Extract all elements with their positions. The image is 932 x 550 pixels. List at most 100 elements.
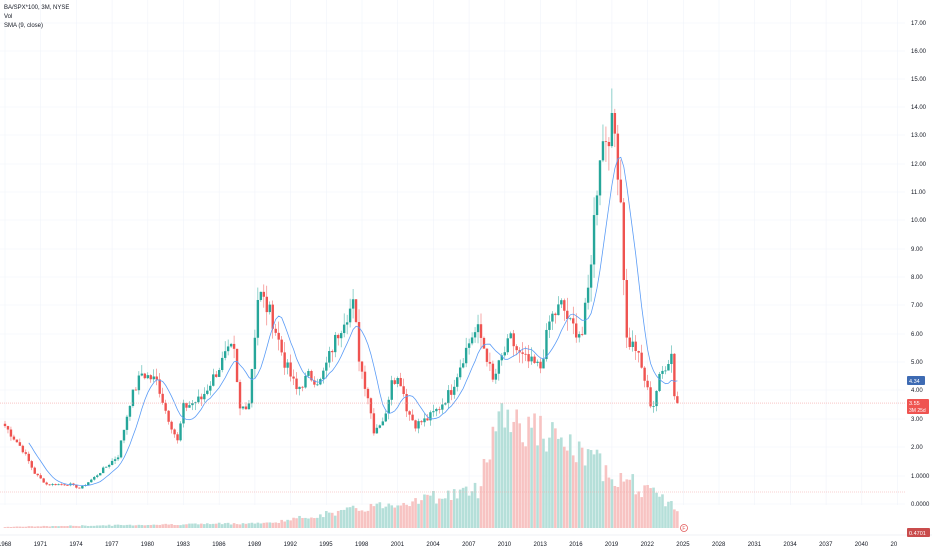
candle-body xyxy=(432,411,435,413)
volume-bar xyxy=(146,524,150,528)
earnings-event-marker[interactable]: F xyxy=(680,524,688,533)
volume-bar xyxy=(268,522,272,528)
volume-bar xyxy=(583,465,587,528)
candle-body xyxy=(155,376,158,380)
time-axis[interactable]: 1968 1971 1974 1977 1980 1983 1986 1989 1992 1995… xyxy=(0,534,932,548)
price-axis[interactable]: 0.0000 1.0000 2.00 3.00 4.00 5.00 6.00 7.00 8.00… xyxy=(911,21,930,508)
candle-body xyxy=(18,442,22,446)
candle-body xyxy=(170,421,173,430)
candle-body xyxy=(601,141,605,161)
y-tick-label: 5.00 xyxy=(911,360,923,366)
candle-body xyxy=(24,452,28,454)
candle-body xyxy=(229,343,233,347)
candle-body xyxy=(497,360,501,374)
candle-body xyxy=(366,388,370,399)
candle-body xyxy=(223,351,227,358)
volume-bar xyxy=(223,523,227,528)
volume-bar xyxy=(57,526,60,528)
candle-body xyxy=(259,291,263,300)
candle-body xyxy=(577,334,581,338)
candle-body xyxy=(536,361,539,363)
x-tick-label: 20 xyxy=(891,542,898,548)
volume-bar xyxy=(283,521,286,528)
volume-bar xyxy=(438,498,441,528)
candle-body xyxy=(551,313,554,322)
candle-body xyxy=(334,334,337,353)
candle-body xyxy=(176,434,179,441)
candle-body xyxy=(99,473,102,476)
candle-body xyxy=(521,352,524,354)
volume-bar xyxy=(420,500,423,528)
volume-bar xyxy=(613,485,617,528)
candle-body xyxy=(66,485,69,486)
candle-body xyxy=(289,362,292,377)
candle-body xyxy=(51,484,54,485)
candle-body xyxy=(96,475,99,477)
y-tick-label: 15.00 xyxy=(911,77,927,83)
volume-bar xyxy=(426,494,429,528)
candle-body xyxy=(271,304,274,329)
volume-bar xyxy=(646,485,649,528)
volume-bar xyxy=(164,523,167,528)
sma-legend[interactable]: SMA (9, close) xyxy=(4,23,44,29)
candle-body xyxy=(194,402,197,404)
x-tick-label: 2016 xyxy=(569,542,583,548)
y-tick-label: 0.0000 xyxy=(911,502,930,508)
candle-body xyxy=(125,416,129,430)
volume-bar xyxy=(375,503,379,528)
y-tick-label: 16.00 xyxy=(911,49,927,55)
volume-bar xyxy=(158,524,161,528)
volume-bar xyxy=(622,481,626,528)
volume-bar xyxy=(51,526,54,528)
symbol-title[interactable]: BA/SPX*100, 3M, NYSE xyxy=(4,5,70,11)
candle-body xyxy=(649,387,652,407)
candle-body xyxy=(363,371,367,389)
candle-body xyxy=(200,396,203,400)
volume-bar xyxy=(143,525,147,528)
volume-bar xyxy=(319,514,322,528)
candle-body xyxy=(670,353,673,365)
volume-bar xyxy=(155,524,159,528)
volume-bar xyxy=(411,501,414,528)
candle-body xyxy=(444,403,447,405)
volume-bar xyxy=(122,525,126,528)
volume-bar xyxy=(396,505,399,528)
volume-bar xyxy=(128,524,132,528)
sma-value-badge: 4.34 xyxy=(907,376,925,385)
volume-bar xyxy=(226,522,230,528)
volume-bar xyxy=(670,501,673,528)
volume-bar xyxy=(134,525,138,528)
candle-body xyxy=(438,408,441,410)
candle-body xyxy=(506,338,509,353)
volume-legend[interactable]: Vol xyxy=(4,14,13,20)
volume-bar xyxy=(458,489,462,528)
volume-bar xyxy=(497,411,501,528)
volume-bar xyxy=(565,450,569,528)
volume-bar xyxy=(176,525,179,528)
x-tick-label: 2004 xyxy=(426,542,440,548)
candle-body xyxy=(351,299,355,309)
candle-body xyxy=(104,466,108,468)
volume-bar xyxy=(482,458,486,528)
volume-bar xyxy=(542,438,545,528)
candle-body xyxy=(369,398,373,414)
candle-body xyxy=(232,343,236,349)
volume-bar xyxy=(449,500,453,528)
candle-body xyxy=(592,215,596,265)
volume-bar xyxy=(414,498,417,528)
volume-bar xyxy=(327,512,331,528)
volume-bar xyxy=(574,462,578,528)
x-tick-label: 1986 xyxy=(212,542,226,548)
volume-bar xyxy=(589,450,593,528)
volume-bar xyxy=(244,523,248,528)
candle-body xyxy=(339,333,343,339)
volume-bar xyxy=(360,510,364,528)
volume-bar xyxy=(265,522,269,528)
volume-bar xyxy=(399,505,402,528)
candle-body xyxy=(619,179,623,203)
candle-body xyxy=(548,321,551,330)
volume-bar xyxy=(545,451,548,528)
candle-body xyxy=(572,318,575,324)
volume-bar xyxy=(378,502,382,528)
